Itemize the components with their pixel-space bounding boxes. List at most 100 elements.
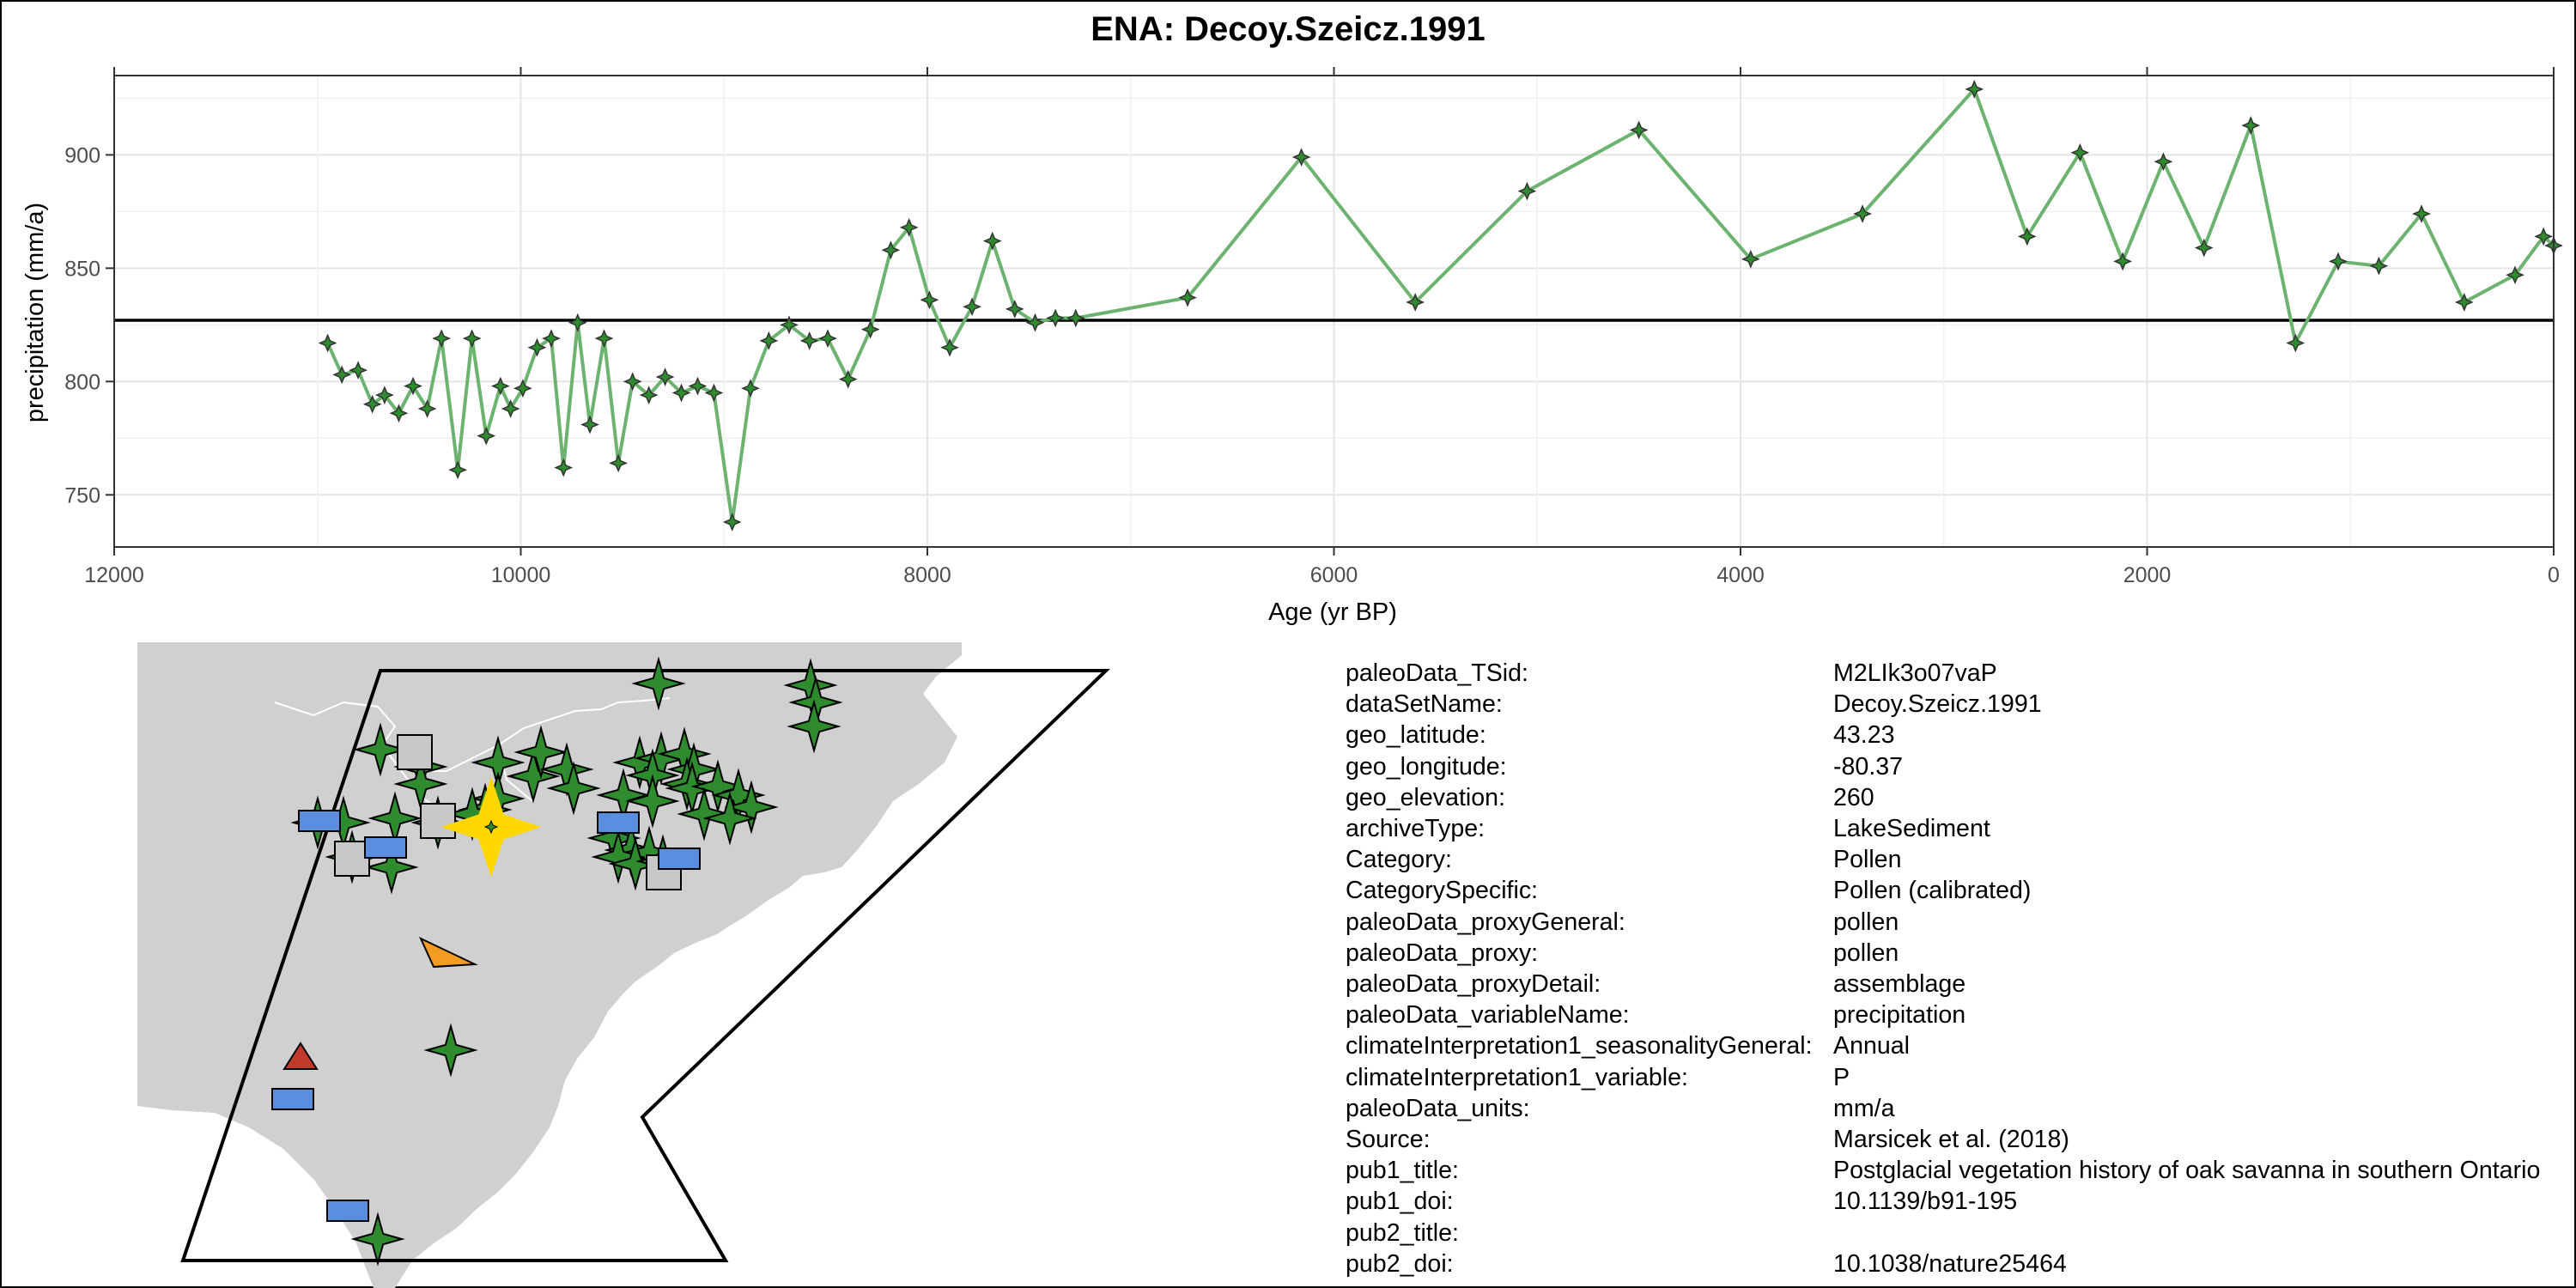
y-tick-label: 850 [64,257,100,281]
metadata-row: CategorySpecific: Pollen (calibrated) [1346,875,2540,906]
metadata-value: Postglacial vegetation history of oak sa… [1833,1157,2541,1185]
data-point [1965,79,1984,99]
data-point [623,372,642,392]
green-star-marker [787,699,841,754]
metadata-row: Category: Pollen [1346,844,2540,875]
data-point [609,453,629,473]
blue-rectangle-marker [658,848,701,870]
x-tick-label: 10000 [491,563,551,587]
metadata-key: Category: [1346,846,1452,874]
data-point [2329,252,2348,271]
site-markers [271,656,843,1267]
metadata-value: 260 [1833,783,1874,811]
grid [113,76,2555,547]
data-point [722,513,742,532]
data-point [1517,181,1537,201]
metadata-row: paleoData_units: mm/a [1346,1093,2540,1124]
x-axis-label: Age (yr BP) [1268,598,1397,626]
x-tick-label: 8000 [903,563,951,587]
data-point [2534,227,2554,246]
data-point [462,329,482,349]
data-point [741,379,760,398]
data-point [568,313,587,332]
data-point [2286,333,2306,353]
x-tick-label: 12000 [84,563,144,587]
data-point [780,315,799,335]
y-tick-label: 900 [64,143,100,167]
metadata-key: CategorySpecific: [1346,877,1539,905]
metadata-key: paleoData_TSid: [1346,659,1529,687]
metadata-value: Annual [1833,1032,1911,1060]
data-point [655,368,675,386]
data-point [318,333,337,353]
data-point [349,361,368,380]
metadata-row: paleoData_proxyDetail: assemblage [1346,969,2540,999]
metadata-row: paleoData_variableName: precipitation [1346,999,2540,1030]
data-point [580,415,599,434]
metadata-row: paleoData_proxy: pollen [1346,938,2540,969]
orange-triangle-marker [418,936,478,969]
data-point [2154,152,2173,172]
y-axis-label: precipitation (mm/a) [21,203,49,422]
data-point [448,460,468,480]
x-tick-label: 2000 [2123,563,2172,587]
metadata-value: Marsicek et al. (2018) [1833,1126,2069,1154]
grey-square-marker [397,734,433,770]
data-point [490,376,510,396]
data-point [404,376,422,396]
series-line [325,87,2555,524]
metadata-row: pub2_title: [1346,1218,2540,1249]
metadata-value: pollen [1833,908,1899,936]
data-point [432,329,452,349]
metadata-key: paleoData_units: [1346,1094,1530,1122]
blue-rectangle-marker [271,1088,314,1110]
data-point [2412,204,2432,223]
data-point [542,329,561,349]
metadata-value: -80.37 [1833,752,1904,781]
metadata-key: paleoData_proxy: [1346,939,1539,967]
metadata-value: pollen [1833,939,1899,967]
data-point [1046,308,1066,328]
metadata-row: dataSetName: Decoy.Szeicz.1991 [1346,689,2540,720]
metadata-row: geo_latitude: 43.23 [1346,720,2540,750]
data-point [1406,293,1425,312]
data-point [501,399,520,418]
metadata-key: climateInterpretation1_variable: [1346,1063,1688,1091]
metadata-row: geo_elevation: 260 [1346,782,2540,813]
green-star-marker [591,829,646,884]
data-point [1005,299,1024,319]
metadata-value: Decoy.Szeicz.1991 [1833,690,2042,719]
metadata-key: paleoData_variableName: [1346,1001,1630,1030]
data-point [594,329,614,349]
data-point [2113,252,2132,271]
data-point [982,231,1002,251]
data-point [1291,148,1311,167]
metadata-key: pub1_doi: [1346,1188,1454,1216]
data-point [1178,288,1197,307]
data-point [1066,308,1085,328]
metadata-row: archiveType: LakeSediment [1346,813,2540,844]
y-tick-label: 750 [64,483,100,507]
metadata-row: pub1_title: Postglacial vegetation histor… [1346,1155,2540,1186]
data-point [2369,256,2389,276]
metadata-value: M2LIk3o07vaP [1833,659,1997,687]
blue-rectangle-marker [364,836,407,859]
green-star-marker [423,1023,478,1078]
metadata-value: precipitation [1833,1001,1966,1030]
metadata-key: pub2_doi: [1346,1249,1454,1278]
metadata-row: Source: Marsicek et al. (2018) [1346,1124,2540,1155]
green-star-marker [350,1212,405,1267]
data-point [920,290,939,310]
data-point [639,386,659,405]
data-point [2506,265,2524,285]
metadata-value: LakeSediment [1833,815,1990,843]
green-star-marker [625,774,680,829]
metadata-table: paleoData_TSid: M2LIk3o07vaP dataSetName: D… [1346,658,2540,1279]
data-point [963,297,981,317]
data-point [799,331,819,350]
red-triangle-marker [283,1042,319,1070]
data-point [704,383,724,403]
green-star-marker [506,749,561,804]
green-star-marker [546,761,601,816]
metadata-key: pub1_title: [1346,1157,1459,1185]
